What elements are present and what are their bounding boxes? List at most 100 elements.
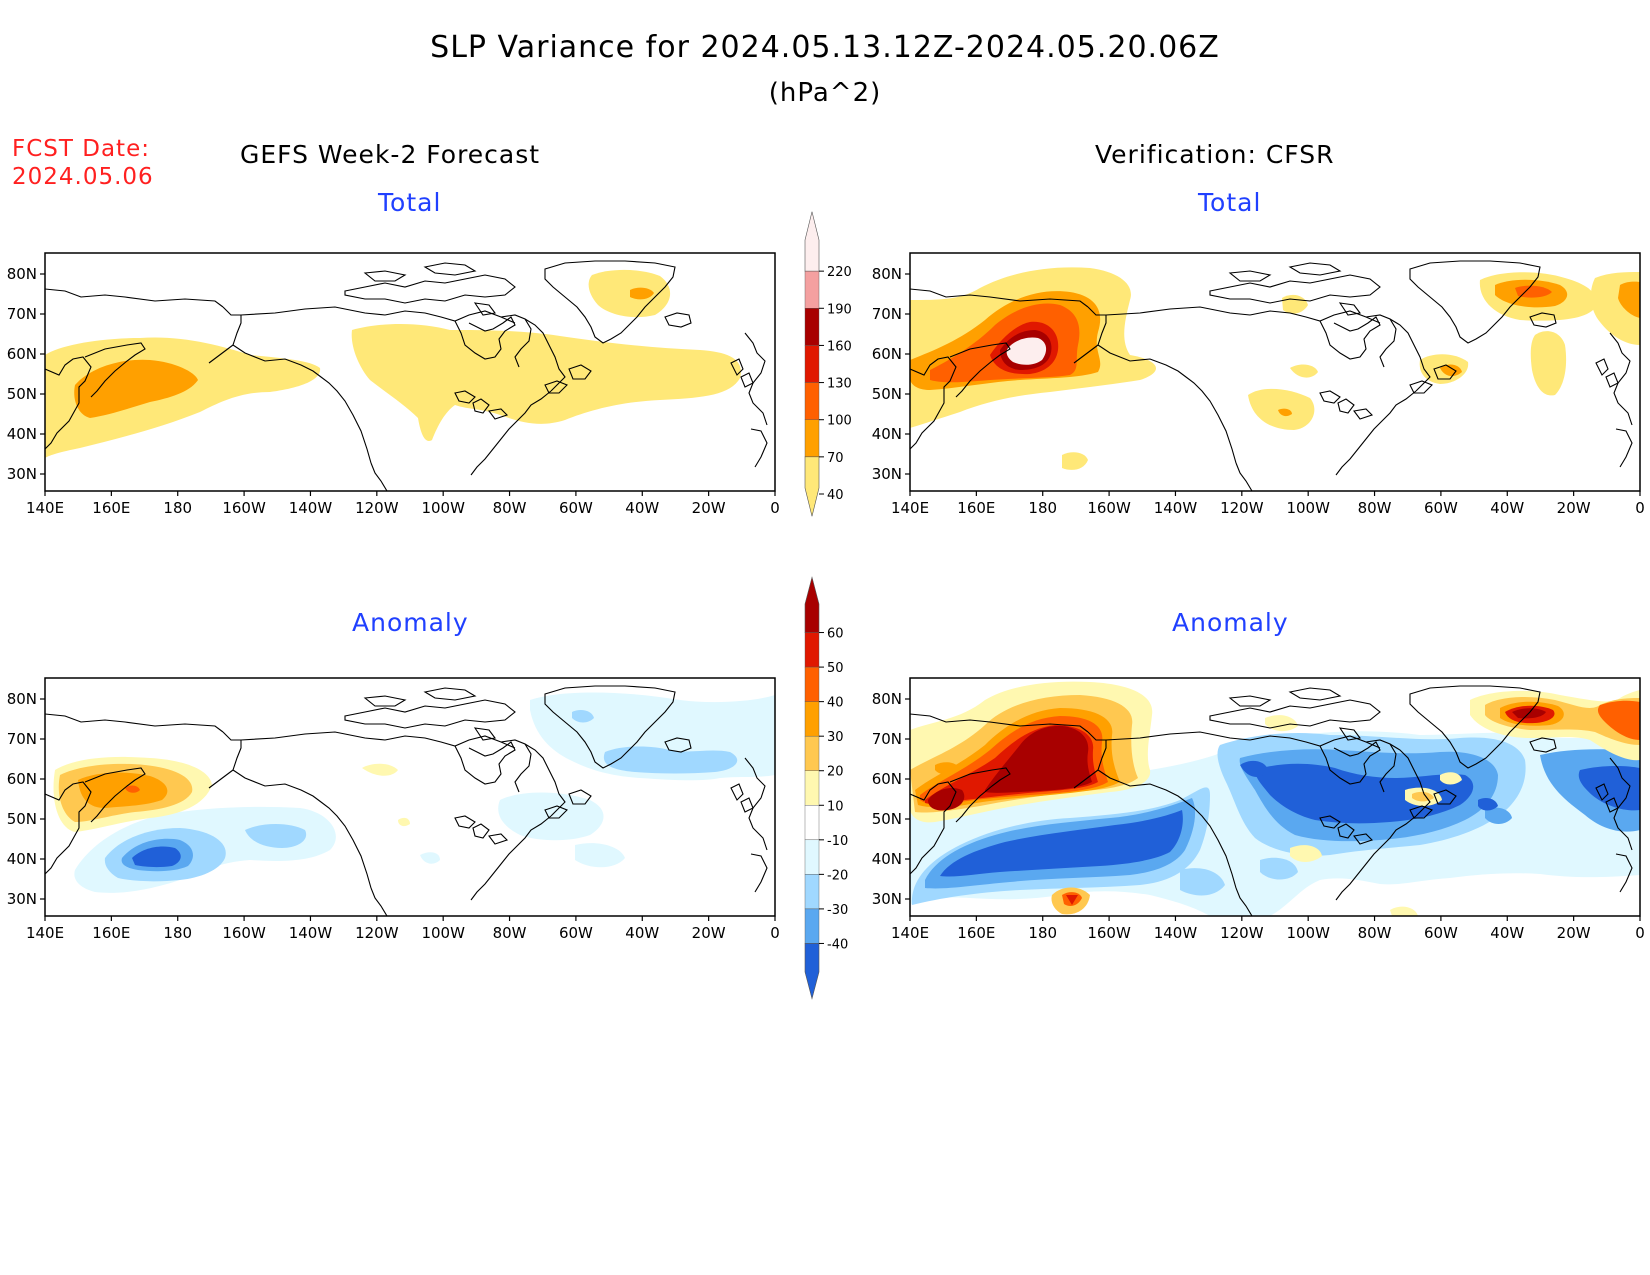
anomaly-colorbar: 60 50 40 30 20 10 -10 -20 -30 -40 bbox=[804, 576, 848, 1000]
colorbar-segment bbox=[804, 908, 820, 944]
forecast-column-header: GEFS Week-2 Forecast bbox=[240, 140, 541, 169]
lon-tick-label: 40W bbox=[1490, 924, 1524, 942]
lon-tick-label: 0 bbox=[1635, 924, 1645, 942]
colorbar-segment bbox=[804, 735, 820, 771]
lon-tick-label: 120W bbox=[1220, 924, 1264, 942]
forecast-total-map bbox=[44, 252, 776, 492]
map-axis-labels: 80N 70N 60N 50N 40N 30N 140E 160E 180 160W 140W 120… bbox=[7, 265, 1645, 942]
lon-tick-label: 100W bbox=[1286, 924, 1330, 942]
lon-tick-label: 100W bbox=[1286, 499, 1330, 517]
lon-tick-label: 140E bbox=[26, 499, 64, 517]
lon-tick-label: 20W bbox=[692, 499, 726, 517]
colorbar-level-label: 100 bbox=[827, 414, 852, 429]
lon-tick-label: 0 bbox=[1635, 499, 1645, 517]
lat-tick-label: 30N bbox=[872, 890, 902, 908]
lat-tick-label: 40N bbox=[7, 850, 37, 868]
colorbar-segment bbox=[804, 701, 820, 737]
lon-tick-label: 20W bbox=[1557, 924, 1591, 942]
lon-tick-label: 140W bbox=[289, 499, 333, 517]
forecast-anomaly-title: Anomaly bbox=[352, 608, 469, 637]
lat-tick-label: 50N bbox=[7, 810, 37, 828]
lon-tick-label: 160W bbox=[222, 499, 266, 517]
colorbar-level-label: 160 bbox=[827, 339, 852, 354]
lon-tick-label: 60W bbox=[1424, 924, 1458, 942]
lon-tick-label: 140W bbox=[1154, 924, 1198, 942]
lon-tick-label: 0 bbox=[770, 499, 780, 517]
colorbar-level-label: 20 bbox=[827, 765, 844, 780]
lon-tick-label: 180 bbox=[1028, 924, 1057, 942]
lon-tick-label: 120W bbox=[355, 499, 399, 517]
fcst-date-label: FCST Date: bbox=[12, 136, 150, 162]
lat-tick-label: 50N bbox=[872, 385, 902, 403]
lon-tick-label: 160W bbox=[1087, 924, 1131, 942]
verification-column-header: Verification: CFSR bbox=[1095, 140, 1335, 169]
colorbar-level-label: 220 bbox=[827, 265, 852, 280]
lon-tick-label: 80W bbox=[1358, 499, 1392, 517]
verification-anomaly-map bbox=[909, 677, 1641, 917]
lon-tick-label: 160E bbox=[957, 499, 995, 517]
colorbar-segment bbox=[804, 308, 820, 346]
lon-tick-label: 140W bbox=[1154, 499, 1198, 517]
forecast-total-title: Total bbox=[378, 188, 442, 217]
lon-tick-label: 40W bbox=[1490, 499, 1524, 517]
lat-tick-label: 60N bbox=[872, 345, 902, 363]
lat-tick-label: 70N bbox=[7, 305, 37, 323]
lon-tick-label: 80W bbox=[1358, 924, 1392, 942]
colorbar-level-label: -40 bbox=[827, 937, 848, 952]
colorbar-level-label: -10 bbox=[827, 834, 848, 849]
colorbar-level-label: 40 bbox=[827, 696, 844, 711]
figure-title: SLP Variance for 2024.05.13.12Z-2024.05.… bbox=[430, 30, 1220, 65]
lon-tick-label: 80W bbox=[493, 499, 527, 517]
lon-tick-label: 140E bbox=[891, 924, 929, 942]
colorbar-level-label: 190 bbox=[827, 302, 852, 317]
lon-tick-label: 120W bbox=[355, 924, 399, 942]
lon-tick-label: 40W bbox=[625, 924, 659, 942]
lon-tick-label: 20W bbox=[692, 924, 726, 942]
lon-tick-label: 180 bbox=[163, 499, 192, 517]
lon-tick-label: 160E bbox=[957, 924, 995, 942]
lon-tick-label: 100W bbox=[421, 499, 465, 517]
colorbar-segment bbox=[804, 456, 820, 517]
lon-tick-label: 140E bbox=[891, 499, 929, 517]
colorbar-segment bbox=[804, 211, 820, 272]
verification-anomaly-title: Anomaly bbox=[1172, 608, 1289, 637]
colorbar-segment bbox=[804, 666, 820, 702]
lat-tick-label: 40N bbox=[7, 425, 37, 443]
forecast-anomaly-map bbox=[44, 677, 776, 917]
lon-tick-label: 180 bbox=[163, 924, 192, 942]
colorbar-segment bbox=[804, 770, 820, 806]
colorbar-level-label: 10 bbox=[827, 799, 844, 814]
lon-tick-label: 0 bbox=[770, 924, 780, 942]
lat-tick-label: 50N bbox=[7, 385, 37, 403]
lat-tick-label: 40N bbox=[872, 850, 902, 868]
lon-tick-label: 60W bbox=[1424, 499, 1458, 517]
colorbar-segment bbox=[804, 632, 820, 668]
lat-tick-label: 30N bbox=[872, 465, 902, 483]
lon-tick-label: 120W bbox=[1220, 499, 1264, 517]
lat-tick-label: 80N bbox=[872, 265, 902, 283]
lat-tick-label: 70N bbox=[872, 730, 902, 748]
lon-tick-label: 140W bbox=[289, 924, 333, 942]
verification-total-map bbox=[909, 252, 1641, 492]
lat-tick-label: 30N bbox=[7, 890, 37, 908]
lon-tick-label: 160E bbox=[92, 499, 130, 517]
lon-tick-label: 60W bbox=[559, 924, 593, 942]
lat-tick-label: 30N bbox=[7, 465, 37, 483]
colorbar-segment bbox=[804, 419, 820, 458]
lon-tick-label: 180 bbox=[1028, 499, 1057, 517]
colorbar-level-label: 60 bbox=[827, 627, 844, 642]
colorbar-level-label: 50 bbox=[827, 661, 844, 676]
lat-tick-label: 70N bbox=[872, 305, 902, 323]
colorbar-segment bbox=[804, 839, 820, 875]
colorbar-level-label: 40 bbox=[827, 488, 844, 503]
verification-total-title: Total bbox=[1198, 188, 1262, 217]
lon-tick-label: 140E bbox=[26, 924, 64, 942]
lat-tick-label: 80N bbox=[7, 265, 37, 283]
lat-tick-label: 60N bbox=[7, 770, 37, 788]
colorbar-segment bbox=[804, 805, 820, 841]
fcst-date-value: 2024.05.06 bbox=[12, 164, 154, 190]
colorbar-segment bbox=[804, 943, 820, 1000]
lat-tick-label: 40N bbox=[872, 425, 902, 443]
colorbar-level-label: 70 bbox=[827, 451, 844, 466]
